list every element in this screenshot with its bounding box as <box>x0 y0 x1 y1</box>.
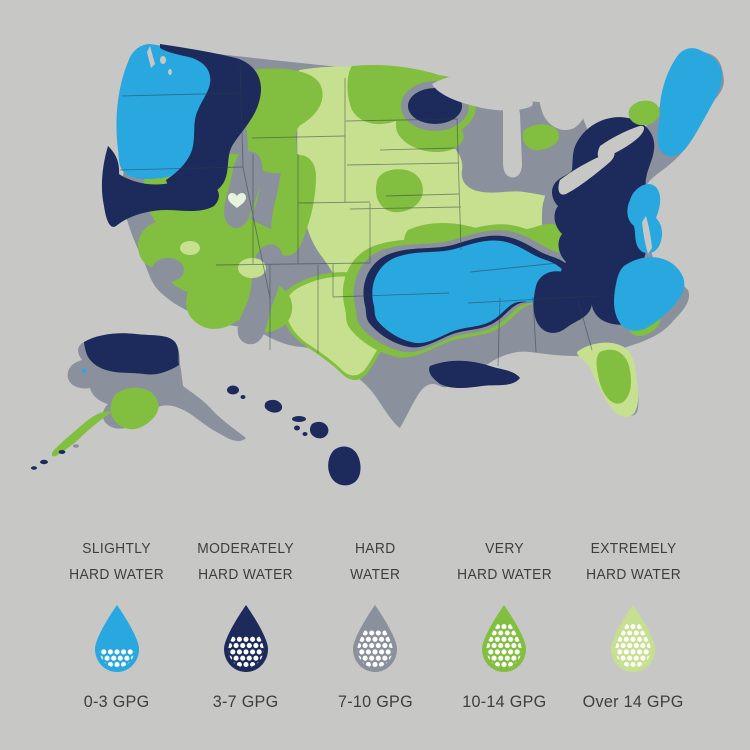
region-socal-gray-pocket <box>152 258 184 282</box>
region-alaska-southwest-green <box>110 387 159 430</box>
legend-item-moderately-hard: MODERATELY HARD WATER 3-7 GPG <box>181 536 310 712</box>
region-upstate-ny-green-patch <box>628 100 660 126</box>
island-lanai <box>294 425 300 431</box>
region-carolina-coast-blue <box>614 257 685 331</box>
lake-ontario <box>597 125 645 159</box>
region-oregon-south-navy-band <box>101 146 219 227</box>
water-droplet-icon <box>482 605 527 672</box>
droplet-shape <box>94 605 139 672</box>
aleutian-island-3 <box>58 450 66 454</box>
region-michigan-green-arc <box>522 124 560 151</box>
lake-huron <box>539 88 586 131</box>
water-droplet-icon <box>353 605 397 672</box>
region-florida-green-core <box>596 349 631 404</box>
legend-item-very-hard: VERY HARD WATER 10-14 GPG <box>440 536 569 712</box>
utah-heart-accent <box>228 192 246 208</box>
island-maui <box>309 421 329 439</box>
alaska-group <box>31 333 246 470</box>
region-newmexico-pale-patch <box>238 258 266 278</box>
us-water-hardness-map <box>31 44 725 486</box>
region-alaska-peninsula-green <box>51 411 112 457</box>
island-kahoolawe <box>302 432 308 436</box>
aleutian-island-1 <box>40 459 48 465</box>
region-chesapeake-bay-sliver <box>642 216 652 254</box>
legend-label: SLIGHTLY HARD WATER <box>69 540 165 583</box>
water-droplet-icon <box>223 605 268 672</box>
water-droplet-icon <box>94 605 139 672</box>
region-new-england-blue <box>657 48 722 157</box>
region-puget-white-spec-2 <box>168 69 172 75</box>
region-alaska-north-navy <box>84 333 179 375</box>
region-newmexico-gray-streak <box>237 244 284 345</box>
legend-item-extremely-hard: EXTREMELY HARD WATER Over 14 GPG <box>569 536 698 712</box>
legend-range: 10-14 GPG <box>462 692 547 711</box>
alaska-blue-dot <box>81 368 87 374</box>
island-kauai <box>227 385 239 395</box>
island-molokai <box>292 416 306 422</box>
legend-range: 3-7 GPG <box>212 692 279 711</box>
legend-range: 7-10 GPG <box>337 692 413 711</box>
region-louisiana-coast-navy <box>429 360 520 388</box>
lake-erie <box>558 151 615 195</box>
region-pnw-navy-east <box>160 44 261 198</box>
legend-label: EXTREMELY HARD WATER <box>585 540 681 583</box>
region-puget-white-spec-1 <box>160 56 166 64</box>
region-colorado-west-green <box>271 154 316 256</box>
lake-superior <box>432 74 533 111</box>
state-borders <box>119 61 599 367</box>
legend-label: MODERATELY HARD WATER <box>197 540 295 583</box>
hawaii-group <box>227 385 361 486</box>
legend-range: 0-3 GPG <box>83 692 150 711</box>
region-iowa-green-blob <box>376 169 423 213</box>
legend-range: Over 14 GPG <box>582 692 684 711</box>
aleutian-island-2 <box>31 466 37 470</box>
island-niihau <box>240 395 246 399</box>
legend-label: VERY HARD WATER <box>456 540 552 583</box>
region-puget-sound-sliver <box>147 46 155 68</box>
island-oahu <box>264 399 283 413</box>
water-droplet-icon <box>611 605 656 672</box>
lake-michigan <box>502 101 522 178</box>
droplet-dots <box>228 636 264 668</box>
region-montana-green <box>242 68 323 174</box>
legend: SLIGHTLY HARD WATER 0-3 GPG MODERATELY H… <box>52 536 698 712</box>
region-nevada-pale-patch <box>180 241 200 255</box>
legend-item-hard: HARD WATER 7-10 GPG <box>310 536 439 712</box>
aleutian-island-4 <box>73 444 79 448</box>
island-hawaii-big <box>328 446 361 486</box>
legend-item-slightly-hard: SLIGHTLY HARD WATER 0-3 GPG <box>52 536 181 712</box>
legend-label: HARD WATER <box>349 540 401 583</box>
